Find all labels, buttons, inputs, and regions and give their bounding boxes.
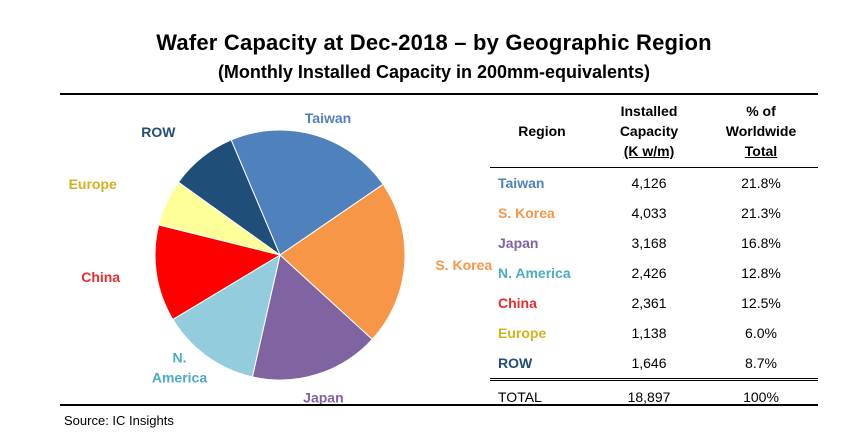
row-percent: 21.3% xyxy=(741,205,781,221)
bottom-rule xyxy=(60,404,818,406)
pie-label-row: ROW xyxy=(141,124,176,140)
pie-label-japan: Japan xyxy=(303,389,343,405)
pie-label-europe: Europe xyxy=(69,176,117,192)
row-capacity: 4,033 xyxy=(631,205,667,221)
table-header-row: Region Installed Capacity (K w/m) % of W… xyxy=(490,95,818,168)
row-region: China xyxy=(498,295,537,311)
chart-title: Wafer Capacity at Dec-2018 – by Geograph… xyxy=(156,30,712,55)
row-capacity: 4,126 xyxy=(631,175,667,191)
pie-slice-japan xyxy=(251,254,373,381)
row-capacity: 1,646 xyxy=(631,355,667,371)
table-row: Europe 1,138 6.0% xyxy=(490,318,818,348)
pie-slice-taiwan xyxy=(230,129,384,256)
row-region: S. Korea xyxy=(498,205,555,221)
row-region: Europe xyxy=(498,325,547,341)
row-capacity: 2,361 xyxy=(631,295,667,311)
pie-slice-row xyxy=(177,139,282,257)
table-total-row: TOTAL 18,897 100% xyxy=(490,379,818,414)
pie-label-taiwan: Taiwan xyxy=(305,110,351,126)
table-body: Taiwan 4,126 21.8% S. Korea 4,033 21.3% Japa… xyxy=(490,168,818,414)
pie-label-china: China xyxy=(81,269,120,285)
header-capacity: Installed Capacity (K w/m) xyxy=(619,103,679,159)
pie-label-s-korea: S. Korea xyxy=(435,257,492,273)
table-row: Taiwan 4,126 21.8% xyxy=(490,168,818,199)
row-region: N. America xyxy=(498,265,571,281)
total-label: TOTAL xyxy=(498,389,542,405)
source-note: Source: IC Insights xyxy=(64,413,174,428)
table-row: Japan 3,168 16.8% xyxy=(490,228,818,258)
pie-label-n-america: N. America xyxy=(152,350,207,386)
row-capacity: 3,168 xyxy=(631,235,667,251)
row-capacity: 2,426 xyxy=(631,265,667,281)
row-region: Japan xyxy=(498,235,539,251)
table-row: S. Korea 4,033 21.3% xyxy=(490,198,818,228)
row-percent: 6.0% xyxy=(745,325,777,341)
chart-subtitle: (Monthly Installed Capacity in 200mm-equ… xyxy=(217,62,651,82)
row-percent: 21.8% xyxy=(741,175,781,191)
pie-slice-china xyxy=(154,224,282,321)
top-rule xyxy=(60,93,818,95)
pie-slices xyxy=(154,129,406,381)
row-region: ROW xyxy=(498,355,533,371)
pie-chart: Taiwan S. Korea Japan N. America China Europe R… xyxy=(69,110,493,405)
table-row: ROW 1,646 8.7% xyxy=(490,348,818,380)
pie-slice-n-america xyxy=(172,253,281,378)
total-percent: 100% xyxy=(743,389,779,405)
pie-labels: Taiwan S. Korea Japan N. America China Europe R… xyxy=(69,110,493,405)
row-capacity: 1,138 xyxy=(631,325,667,341)
row-percent: 12.5% xyxy=(741,295,781,311)
table-row: China 2,361 12.5% xyxy=(490,288,818,318)
capacity-table: Region Installed Capacity (K w/m) % of W… xyxy=(490,95,818,413)
header-percent: % of Worldwide Total xyxy=(725,103,797,159)
row-percent: 8.7% xyxy=(745,355,777,371)
row-percent: 16.8% xyxy=(741,235,781,251)
table-row: N. America 2,426 12.8% xyxy=(490,258,818,288)
total-capacity: 18,897 xyxy=(627,389,671,405)
header-region: Region xyxy=(518,123,566,139)
pie-slice-s-korea xyxy=(279,183,406,341)
row-percent: 12.8% xyxy=(741,265,781,281)
row-region: Taiwan xyxy=(498,175,545,191)
